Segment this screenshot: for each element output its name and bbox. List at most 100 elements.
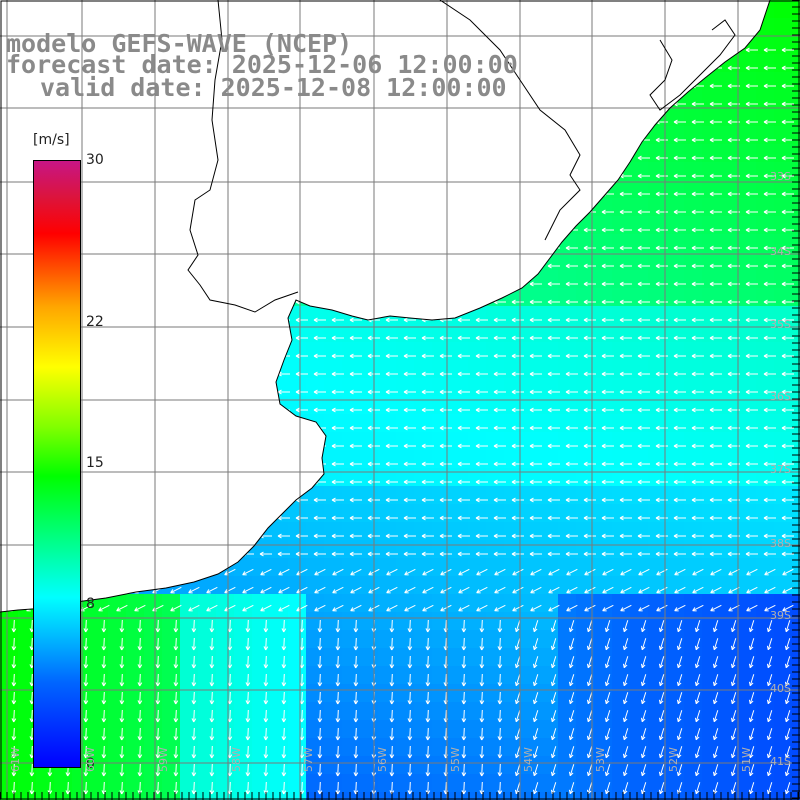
- speed-cell: [720, 126, 738, 144]
- speed-cell: [594, 432, 612, 450]
- speed-cell: [342, 468, 360, 486]
- speed-cell: [504, 342, 522, 360]
- speed-cell: [108, 612, 126, 630]
- speed-cell: [720, 630, 738, 648]
- speed-cell: [540, 450, 558, 468]
- speed-cell: [396, 648, 414, 666]
- speed-cell: [414, 486, 432, 504]
- speed-cell: [288, 396, 306, 414]
- speed-cell: [306, 594, 324, 612]
- latitude-label: 40S: [770, 682, 791, 695]
- speed-cell: [342, 378, 360, 396]
- speed-cell: [414, 720, 432, 738]
- speed-cell: [0, 630, 18, 648]
- speed-cell: [774, 288, 792, 306]
- speed-cell: [126, 738, 144, 756]
- speed-cell: [702, 540, 720, 558]
- speed-cell: [432, 558, 450, 576]
- speed-cell: [504, 630, 522, 648]
- speed-cell: [504, 360, 522, 378]
- speed-cell: [720, 540, 738, 558]
- speed-cell: [378, 792, 396, 800]
- speed-cell: [738, 648, 756, 666]
- speed-cell: [684, 738, 702, 756]
- speed-cell: [576, 360, 594, 378]
- speed-cell: [0, 684, 18, 702]
- speed-cell: [540, 540, 558, 558]
- speed-cell: [90, 666, 108, 684]
- speed-cell: [486, 666, 504, 684]
- speed-cell: [630, 360, 648, 378]
- speed-cell: [432, 684, 450, 702]
- speed-cell: [306, 504, 324, 522]
- speed-cell: [234, 648, 252, 666]
- speed-cell: [306, 648, 324, 666]
- speed-cell: [486, 522, 504, 540]
- speed-cell: [0, 756, 18, 774]
- speed-cell: [522, 360, 540, 378]
- speed-cell: [108, 738, 126, 756]
- speed-cell: [378, 360, 396, 378]
- speed-cell: [612, 306, 630, 324]
- speed-cell: [360, 594, 378, 612]
- speed-cell: [666, 126, 684, 144]
- speed-cell: [612, 252, 630, 270]
- speed-cell: [522, 432, 540, 450]
- speed-cell: [666, 504, 684, 522]
- speed-cell: [486, 702, 504, 720]
- speed-cell: [450, 504, 468, 522]
- speed-cell: [324, 540, 342, 558]
- speed-cell: [648, 504, 666, 522]
- speed-cell: [180, 666, 198, 684]
- speed-cell: [486, 432, 504, 450]
- speed-cell: [234, 666, 252, 684]
- speed-cell: [378, 504, 396, 522]
- speed-cell: [360, 612, 378, 630]
- speed-cell: [522, 774, 540, 792]
- speed-cell: [738, 396, 756, 414]
- speed-cell: [684, 126, 702, 144]
- speed-cell: [792, 108, 800, 126]
- speed-cell: [432, 612, 450, 630]
- speed-cell: [666, 630, 684, 648]
- speed-cell: [738, 504, 756, 522]
- speed-cell: [144, 756, 162, 774]
- speed-cell: [288, 720, 306, 738]
- longitude-label: 55W: [449, 747, 462, 772]
- speed-cell: [486, 756, 504, 774]
- speed-cell: [162, 630, 180, 648]
- speed-cell: [288, 684, 306, 702]
- speed-cell: [378, 702, 396, 720]
- speed-cell: [360, 504, 378, 522]
- speed-cell: [198, 738, 216, 756]
- speed-cell: [720, 72, 738, 90]
- speed-cell: [342, 630, 360, 648]
- speed-cell: [468, 342, 486, 360]
- speed-cell: [558, 468, 576, 486]
- colorbar-tick-label: 22: [86, 313, 104, 330]
- speed-cell: [252, 558, 270, 576]
- speed-cell: [594, 468, 612, 486]
- speed-cell: [216, 612, 234, 630]
- speed-cell: [504, 612, 522, 630]
- speed-cell: [414, 756, 432, 774]
- speed-cell: [684, 450, 702, 468]
- speed-cell: [468, 576, 486, 594]
- speed-cell: [360, 576, 378, 594]
- speed-cell: [432, 702, 450, 720]
- speed-cell: [702, 666, 720, 684]
- longitude-label: 53W: [594, 747, 607, 772]
- speed-cell: [252, 612, 270, 630]
- speed-cell: [792, 270, 800, 288]
- speed-cell: [396, 738, 414, 756]
- speed-cell: [630, 666, 648, 684]
- speed-cell: [324, 792, 342, 800]
- speed-cell: [720, 270, 738, 288]
- speed-cell: [684, 684, 702, 702]
- speed-cell: [558, 270, 576, 288]
- speed-cell: [648, 162, 666, 180]
- speed-cell: [252, 774, 270, 792]
- speed-cell: [630, 486, 648, 504]
- speed-cell: [720, 306, 738, 324]
- speed-cell: [666, 612, 684, 630]
